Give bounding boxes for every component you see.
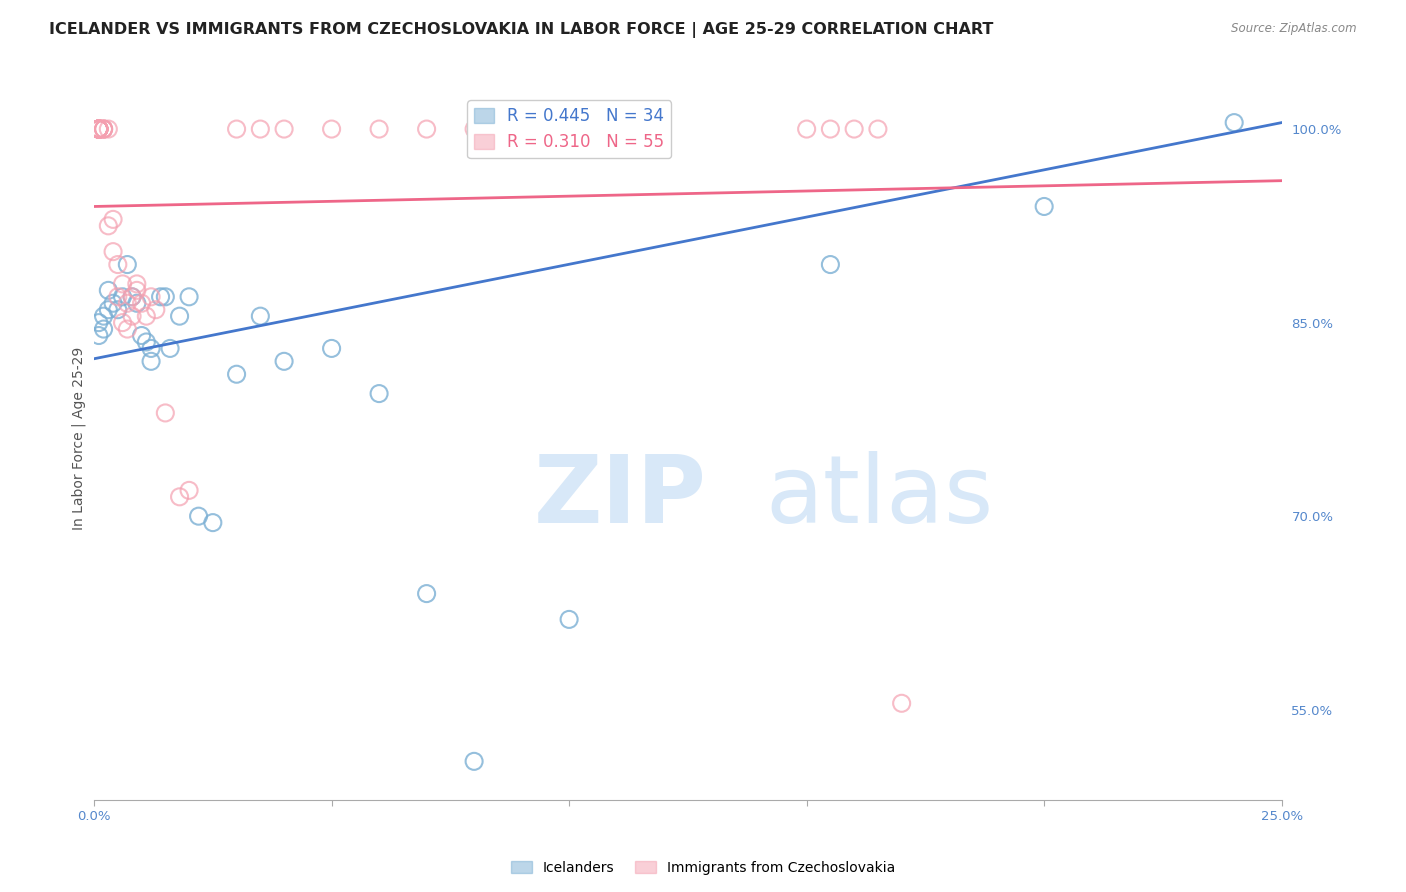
Point	[121, 309, 143, 323]
Point	[890, 696, 912, 710]
Point	[107, 258, 129, 272]
Point	[368, 386, 391, 401]
Point	[107, 290, 129, 304]
Point	[101, 244, 124, 259]
Point	[131, 296, 153, 310]
Point	[117, 322, 139, 336]
Point	[135, 309, 157, 323]
Point	[796, 122, 818, 136]
Point	[93, 122, 115, 136]
Point	[101, 212, 124, 227]
Point	[125, 284, 148, 298]
Point	[820, 122, 842, 136]
Point	[111, 316, 134, 330]
Point	[87, 122, 110, 136]
Point	[368, 122, 391, 136]
Point	[117, 258, 139, 272]
Text: ICELANDER VS IMMIGRANTS FROM CZECHOSLOVAKIA IN LABOR FORCE | AGE 25-29 CORRELATI: ICELANDER VS IMMIGRANTS FROM CZECHOSLOVA…	[49, 22, 994, 38]
Point	[97, 284, 120, 298]
Point	[87, 122, 110, 136]
Point	[111, 290, 134, 304]
Point	[155, 406, 177, 420]
Text: Source: ZipAtlas.com: Source: ZipAtlas.com	[1232, 22, 1357, 36]
Point	[87, 122, 110, 136]
Point	[97, 219, 120, 233]
Point	[463, 755, 485, 769]
Point	[149, 290, 172, 304]
Point	[93, 322, 115, 336]
Point	[606, 122, 628, 136]
Point	[87, 122, 110, 136]
Point	[107, 302, 129, 317]
Point	[87, 122, 110, 136]
Point	[125, 296, 148, 310]
Point	[415, 122, 437, 136]
Point	[93, 122, 115, 136]
Point	[135, 334, 157, 349]
Legend: Icelanders, Immigrants from Czechoslovakia: Icelanders, Immigrants from Czechoslovak…	[505, 855, 901, 880]
Point	[87, 122, 110, 136]
Point	[87, 122, 110, 136]
Point	[558, 122, 581, 136]
Point	[97, 122, 120, 136]
Point	[125, 277, 148, 291]
Point	[510, 122, 533, 136]
Text: ZIP: ZIP	[533, 450, 706, 542]
Point	[87, 122, 110, 136]
Point	[139, 290, 162, 304]
Y-axis label: In Labor Force | Age 25-29: In Labor Force | Age 25-29	[72, 347, 86, 531]
Point	[1223, 115, 1246, 129]
Point	[155, 290, 177, 304]
Point	[131, 328, 153, 343]
Point	[225, 122, 247, 136]
Point	[145, 302, 167, 317]
Point	[87, 122, 110, 136]
Point	[169, 490, 191, 504]
Point	[820, 258, 842, 272]
Point	[87, 122, 110, 136]
Point	[321, 342, 343, 356]
Point	[866, 122, 889, 136]
Point	[87, 316, 110, 330]
Point	[87, 122, 110, 136]
Point	[249, 122, 271, 136]
Text: atlas: atlas	[765, 450, 993, 542]
Legend: R = 0.445   N = 34, R = 0.310   N = 55: R = 0.445 N = 34, R = 0.310 N = 55	[467, 100, 671, 158]
Point	[558, 612, 581, 626]
Point	[139, 342, 162, 356]
Point	[225, 368, 247, 382]
Point	[177, 290, 200, 304]
Point	[117, 296, 139, 310]
Point	[97, 302, 120, 317]
Point	[249, 309, 271, 323]
Point	[93, 122, 115, 136]
Point	[273, 122, 295, 136]
Point	[87, 122, 110, 136]
Point	[159, 342, 181, 356]
Point	[169, 309, 191, 323]
Point	[201, 516, 224, 530]
Point	[121, 290, 143, 304]
Point	[111, 277, 134, 291]
Point	[1033, 199, 1056, 213]
Point	[139, 354, 162, 368]
Point	[187, 509, 209, 524]
Point	[87, 122, 110, 136]
Point	[844, 122, 866, 136]
Point	[93, 309, 115, 323]
Point	[121, 290, 143, 304]
Point	[321, 122, 343, 136]
Point	[87, 328, 110, 343]
Point	[93, 122, 115, 136]
Point	[87, 122, 110, 136]
Point	[177, 483, 200, 498]
Point	[87, 122, 110, 136]
Point	[463, 122, 485, 136]
Point	[415, 586, 437, 600]
Point	[273, 354, 295, 368]
Point	[101, 296, 124, 310]
